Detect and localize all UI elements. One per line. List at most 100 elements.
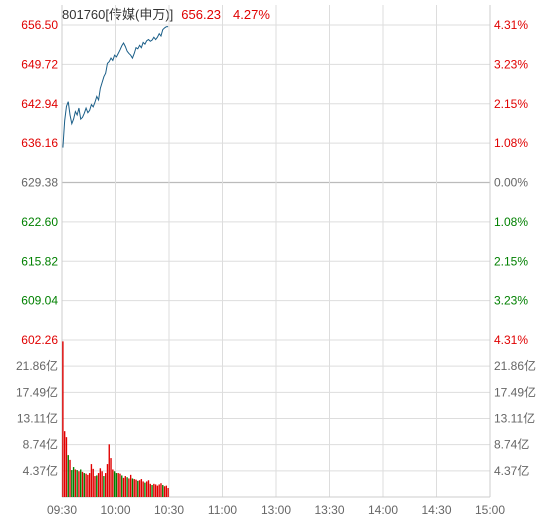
volume-bar xyxy=(71,470,73,497)
volume-bar xyxy=(137,480,139,497)
volume-bar xyxy=(160,483,162,497)
volume-bar xyxy=(83,473,85,497)
volume-bar xyxy=(105,473,107,497)
time-tick-label: 13:30 xyxy=(314,503,344,517)
volume-bar xyxy=(99,468,102,497)
time-tick-label: 10:00 xyxy=(100,503,130,517)
percent-tick-label: 4.31% xyxy=(494,18,528,32)
volume-bar xyxy=(147,480,150,497)
price-tick-label: 642.94 xyxy=(21,97,58,111)
volume-bar xyxy=(121,475,123,497)
volume-bar xyxy=(162,485,164,497)
price-line xyxy=(62,26,169,148)
volume-bar xyxy=(156,485,159,497)
volume-tick-label-right: 4.37亿 xyxy=(494,463,529,478)
volume-bar xyxy=(78,471,80,497)
price-tick-label: 649.72 xyxy=(21,57,58,71)
volume-bar xyxy=(63,431,66,497)
volume-bar xyxy=(80,469,82,497)
volume-bar xyxy=(74,469,77,497)
percent-tick-label: 4.31% xyxy=(494,333,528,347)
price-tick-label: 609.04 xyxy=(21,294,58,308)
volume-bar xyxy=(151,485,153,497)
security-name: 801760[传媒(申万)] xyxy=(62,7,174,22)
percent-tick-label: 0.00% xyxy=(494,176,528,190)
volume-bar xyxy=(167,488,169,497)
volume-bar xyxy=(94,476,96,497)
volume-tick-label-right: 8.74亿 xyxy=(494,437,529,452)
volume-bar xyxy=(69,459,71,497)
time-tick-label: 11:00 xyxy=(208,503,237,517)
volume-bar xyxy=(92,468,94,497)
volume-bar xyxy=(119,473,121,497)
price-tick-label: 636.16 xyxy=(21,136,58,150)
volume-bar xyxy=(153,483,155,497)
last-price: 656.23 xyxy=(181,7,222,22)
volume-bar xyxy=(90,464,93,497)
volume-bar xyxy=(103,476,105,497)
percent-tick-label: 2.15% xyxy=(494,254,528,268)
price-tick-label: 615.82 xyxy=(21,254,58,268)
percent-tick-label: 3.23% xyxy=(494,57,528,71)
volume-bar xyxy=(135,479,137,497)
time-tick-label: 10:30 xyxy=(154,503,184,517)
volume-bar xyxy=(67,455,69,497)
volume-tick-label: 4.37亿 xyxy=(23,463,58,478)
volume-bar xyxy=(81,471,84,497)
volume-tick-label: 13.11亿 xyxy=(17,411,58,426)
volume-bar xyxy=(110,458,112,497)
volume-bar xyxy=(115,473,118,497)
volume-bar xyxy=(85,473,87,497)
percent-tick-label: 1.08% xyxy=(494,136,528,150)
volume-bar xyxy=(133,479,135,497)
volume-tick-label: 8.74亿 xyxy=(23,437,58,452)
volume-bar xyxy=(138,480,141,497)
volume-bar xyxy=(106,464,109,497)
volume-bar xyxy=(140,479,143,497)
volume-bar xyxy=(113,471,116,497)
change-percent: 4.27% xyxy=(233,7,270,22)
volume-bar xyxy=(76,470,78,497)
volume-bar xyxy=(126,477,128,497)
volume-tick-label: 21.86亿 xyxy=(16,358,58,373)
volume-bar xyxy=(128,478,130,497)
volume-bar xyxy=(124,476,126,497)
price-tick-label: 622.60 xyxy=(21,215,58,229)
volume-tick-label-right: 17.49亿 xyxy=(494,384,536,399)
volume-bar xyxy=(146,481,148,497)
volume-bar xyxy=(144,482,146,497)
volume-bar xyxy=(154,484,157,497)
volume-tick-label-right: 21.86亿 xyxy=(494,358,536,373)
price-tick-label: 602.26 xyxy=(21,333,58,347)
volume-bar xyxy=(65,437,68,497)
volume-bar xyxy=(112,469,114,497)
chart-header: 801760[传媒(申万)] 656.23 4.27% xyxy=(62,4,270,23)
volume-bar xyxy=(149,483,151,497)
volume-bar xyxy=(117,473,119,497)
volume-bar xyxy=(87,474,89,497)
volume-bar xyxy=(108,444,110,497)
time-tick-label: 15:00 xyxy=(475,503,505,517)
volume-tick-label: 17.49亿 xyxy=(16,384,58,399)
volume-bar xyxy=(163,486,166,497)
volume-tick-label-right: 13.11亿 xyxy=(494,411,535,426)
volume-bar xyxy=(122,477,125,497)
volume-bar xyxy=(129,474,132,497)
volume-bar xyxy=(97,473,100,497)
percent-tick-label: 3.23% xyxy=(494,294,528,308)
volume-bar xyxy=(88,473,91,497)
time-tick-label: 09:30 xyxy=(47,503,77,517)
volume-bar xyxy=(131,478,134,497)
percent-tick-label: 2.15% xyxy=(494,97,528,111)
volume-bar xyxy=(62,341,64,497)
volume-bar xyxy=(165,485,168,497)
volume-bar xyxy=(101,471,103,497)
volume-bar xyxy=(158,484,160,497)
volume-bar xyxy=(142,481,144,497)
price-tick-label: 629.38 xyxy=(21,176,58,190)
time-tick-label: 14:30 xyxy=(421,503,451,517)
volume-bar xyxy=(72,467,75,497)
volume-bar xyxy=(96,475,98,497)
percent-tick-label: 1.08% xyxy=(494,215,528,229)
